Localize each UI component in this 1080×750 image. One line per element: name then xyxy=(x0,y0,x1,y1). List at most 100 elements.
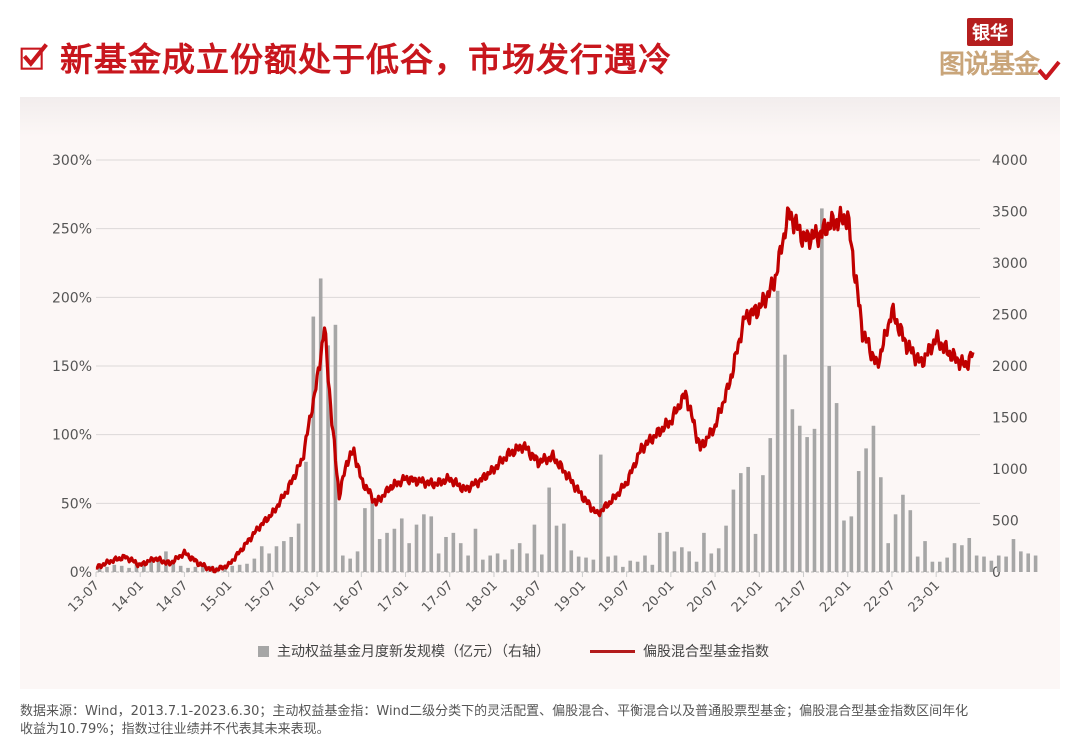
footnote-line-2: 收益为10.79%；指数过往业绩并不代表其未来表现。 xyxy=(20,722,330,737)
bar xyxy=(746,466,750,572)
bar xyxy=(97,565,102,572)
bar xyxy=(930,561,935,572)
chart-legend: 主动权益基金月度新发规模（亿元）（右轴） 偏股混合型基金指数 xyxy=(258,641,769,661)
bar xyxy=(127,567,131,572)
x-axis-tick-label: 22-01 xyxy=(817,578,854,615)
bar xyxy=(363,508,367,572)
logo-check-icon xyxy=(1037,60,1061,80)
index-line xyxy=(95,205,975,574)
bar xyxy=(289,536,294,572)
bar xyxy=(341,555,345,572)
x-axis-tick-label: 22-07 xyxy=(861,578,898,615)
bar xyxy=(407,543,411,572)
bar xyxy=(687,551,691,572)
bar xyxy=(1004,556,1008,572)
bar xyxy=(812,428,817,572)
bar xyxy=(665,531,669,572)
logo-bottom-text: 图说基金 xyxy=(939,50,1040,80)
bar xyxy=(525,553,529,572)
bar xyxy=(562,523,566,572)
x-axis-tick-label: 23-01 xyxy=(906,578,943,615)
bar xyxy=(650,564,655,572)
bar xyxy=(1011,539,1016,572)
bar xyxy=(282,541,286,572)
bar xyxy=(134,563,139,572)
bar xyxy=(473,528,478,572)
bar xyxy=(591,559,596,572)
bar xyxy=(245,563,249,572)
bar xyxy=(436,553,441,572)
x-axis-tick-label: 20-07 xyxy=(685,578,722,615)
bar xyxy=(694,561,699,572)
bar xyxy=(879,477,883,572)
left-axis-tick-label: 0% xyxy=(70,565,92,581)
x-axis-tick-label: 15-07 xyxy=(242,578,279,615)
bar xyxy=(399,518,404,572)
bar xyxy=(768,438,773,572)
bar xyxy=(422,514,426,572)
x-axis-tick-label: 21-07 xyxy=(773,578,810,615)
bar xyxy=(237,564,242,572)
bar xyxy=(864,448,868,572)
footnote-line-1: 数据来源：Wind，2013.7.1-2023.6.30；主动权益基金指：Win… xyxy=(20,704,969,719)
bar xyxy=(112,564,117,572)
bar xyxy=(200,562,205,572)
bar xyxy=(318,278,323,572)
bar xyxy=(709,553,714,572)
bar xyxy=(554,525,559,572)
bar xyxy=(937,561,942,572)
right-axis-tick-label: 0 xyxy=(992,565,1001,581)
legend-line-swatch xyxy=(590,649,635,653)
bar xyxy=(761,475,765,572)
bar xyxy=(908,510,913,572)
bar xyxy=(945,557,949,572)
bar xyxy=(702,532,706,572)
x-axis-tick-label: 21-01 xyxy=(729,578,766,615)
bar xyxy=(392,528,397,572)
x-axis-tick-label: 16-01 xyxy=(287,578,324,615)
bar xyxy=(414,524,419,572)
x-axis-tick-label: 20-01 xyxy=(640,578,677,615)
bar xyxy=(274,546,279,572)
bar xyxy=(296,523,301,572)
x-axis-tick-label: 13-07 xyxy=(66,578,103,615)
x-axis-tick-label: 18-07 xyxy=(508,578,545,615)
bar xyxy=(510,549,515,572)
bar xyxy=(178,565,183,572)
chart-panel xyxy=(20,97,1060,689)
bar xyxy=(805,437,809,572)
bar xyxy=(1026,553,1031,572)
bar xyxy=(481,559,485,572)
bar xyxy=(871,425,876,572)
bar xyxy=(584,557,588,572)
bar xyxy=(503,559,507,572)
bar xyxy=(517,543,522,572)
left-axis-tick-label: 250% xyxy=(52,222,92,238)
bar xyxy=(643,555,647,572)
bar xyxy=(753,533,758,572)
right-axis-tick-label: 2000 xyxy=(992,359,1028,375)
bar xyxy=(982,556,986,572)
x-axis-tick-label: 18-01 xyxy=(463,578,500,615)
x-axis-tick-label: 17-07 xyxy=(419,578,456,615)
x-axis-tick-label: 16-07 xyxy=(331,578,368,615)
bar xyxy=(267,553,271,572)
bar xyxy=(171,559,176,572)
bar xyxy=(451,532,456,572)
bar xyxy=(952,543,957,572)
bar xyxy=(377,539,382,572)
bar xyxy=(834,403,839,572)
bar xyxy=(842,520,846,572)
bar xyxy=(311,316,316,572)
bar xyxy=(628,560,633,572)
bar xyxy=(495,553,500,572)
bar xyxy=(259,546,264,572)
bar xyxy=(657,532,662,572)
bar xyxy=(326,345,330,572)
bar xyxy=(827,366,832,572)
left-axis-tick-label: 50% xyxy=(61,496,92,512)
bar xyxy=(820,208,824,572)
bar xyxy=(724,525,728,572)
right-axis-tick-label: 1000 xyxy=(992,462,1028,478)
bar xyxy=(893,514,898,572)
